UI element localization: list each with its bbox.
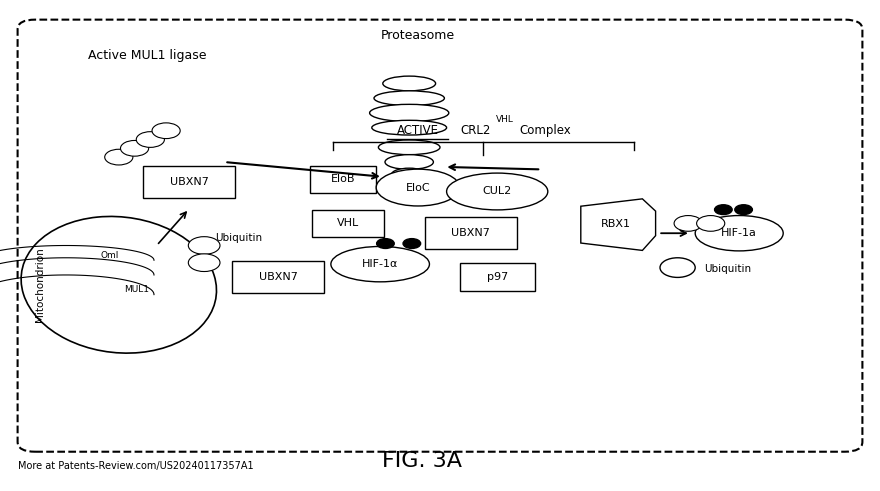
Circle shape [660, 258, 695, 277]
Text: Ubiquitin: Ubiquitin [216, 233, 263, 243]
Text: p97: p97 [487, 273, 508, 282]
FancyBboxPatch shape [424, 217, 517, 249]
Polygon shape [581, 199, 656, 250]
FancyBboxPatch shape [311, 166, 377, 192]
Text: FIG. 3A: FIG. 3A [383, 451, 462, 471]
Circle shape [403, 239, 421, 248]
FancyBboxPatch shape [312, 210, 384, 237]
Ellipse shape [370, 105, 449, 122]
Ellipse shape [446, 173, 547, 210]
Circle shape [735, 205, 752, 215]
Circle shape [188, 254, 220, 272]
Circle shape [674, 216, 702, 231]
Text: UBXN7: UBXN7 [451, 228, 490, 238]
Ellipse shape [383, 76, 436, 91]
Text: Mitochondrion: Mitochondrion [34, 247, 45, 322]
Text: UBXN7: UBXN7 [259, 273, 297, 282]
Text: CRL2: CRL2 [460, 124, 491, 136]
Circle shape [105, 149, 133, 165]
Text: More at Patents-Review.com/US20240117357A1: More at Patents-Review.com/US20240117357… [18, 462, 253, 471]
Ellipse shape [392, 168, 427, 181]
FancyBboxPatch shape [232, 262, 324, 294]
Text: HIF-1a: HIF-1a [722, 228, 757, 238]
FancyBboxPatch shape [18, 20, 862, 452]
Circle shape [188, 237, 220, 254]
Text: EloB: EloB [331, 174, 356, 184]
Text: Oml: Oml [101, 251, 119, 260]
Circle shape [121, 140, 149, 156]
Text: RBX1: RBX1 [601, 219, 631, 229]
Text: Proteasome: Proteasome [381, 29, 455, 42]
Ellipse shape [331, 246, 429, 282]
Circle shape [377, 239, 394, 248]
Text: Complex: Complex [519, 124, 571, 136]
FancyBboxPatch shape [143, 166, 236, 198]
Text: ACTIVE: ACTIVE [397, 124, 439, 136]
Text: MUL1: MUL1 [124, 285, 149, 294]
Text: VHL: VHL [336, 218, 359, 228]
Ellipse shape [378, 140, 440, 155]
FancyBboxPatch shape [459, 264, 534, 292]
Text: UBXN7: UBXN7 [170, 177, 209, 187]
Circle shape [715, 205, 732, 215]
Circle shape [136, 132, 165, 147]
Ellipse shape [372, 120, 446, 135]
Text: CUL2: CUL2 [482, 187, 512, 196]
Ellipse shape [695, 216, 783, 251]
Text: Active MUL1 ligase: Active MUL1 ligase [88, 49, 207, 62]
Circle shape [152, 123, 180, 138]
Text: HIF-1α: HIF-1α [362, 259, 399, 269]
Ellipse shape [377, 169, 459, 206]
Ellipse shape [385, 155, 434, 169]
Text: EloC: EloC [406, 183, 430, 192]
Ellipse shape [21, 217, 216, 353]
Circle shape [697, 216, 725, 231]
Text: VHL: VHL [495, 115, 513, 124]
Ellipse shape [374, 91, 444, 106]
Text: Ubiquitin: Ubiquitin [704, 264, 752, 273]
